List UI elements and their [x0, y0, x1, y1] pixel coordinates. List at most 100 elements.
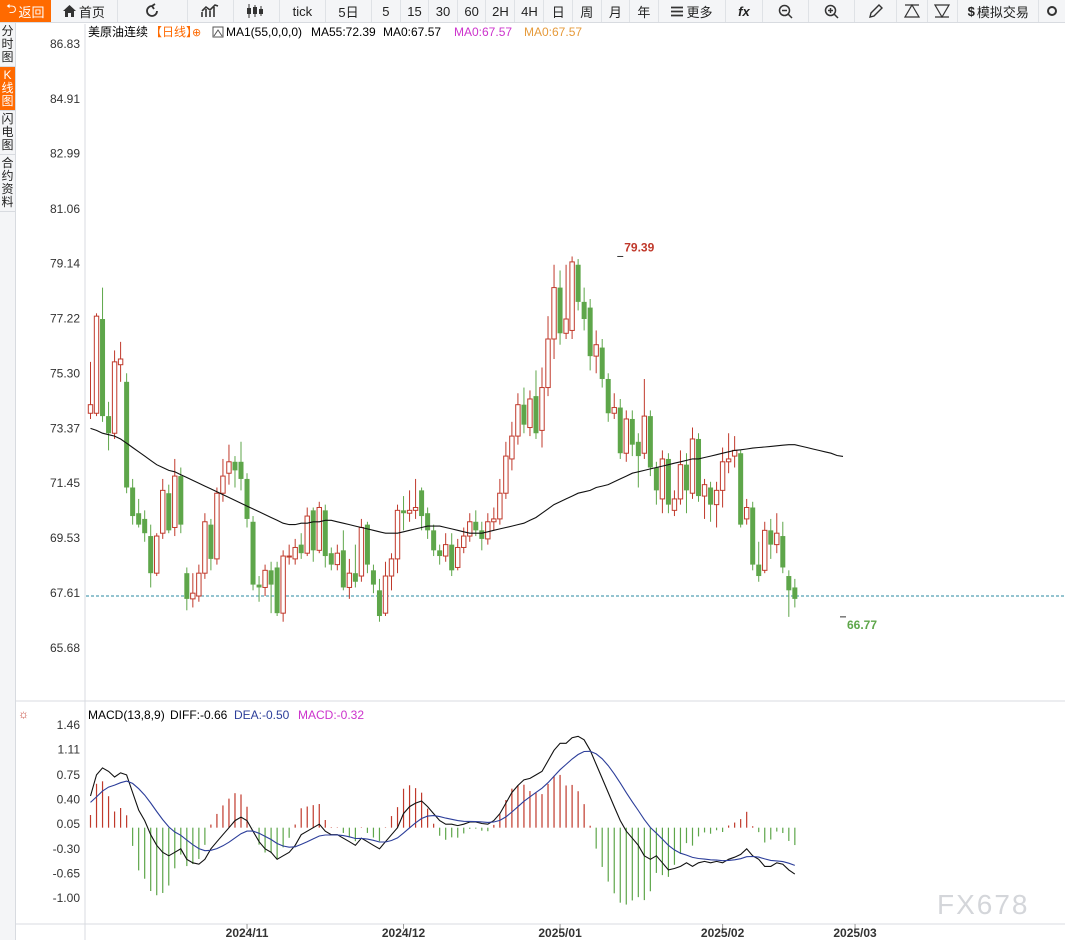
back-arrow-icon: ⮌ [6, 1, 17, 16]
candle-body [274, 567, 280, 614]
up-arrow-tool-button[interactable] [897, 0, 928, 22]
period-year-button[interactable]: 年 [630, 0, 659, 22]
tab-kline-chart[interactable]: K线图 [0, 67, 15, 111]
period-week-button[interactable]: 周 [573, 0, 602, 22]
candle-body [581, 301, 587, 320]
simulate-trade-button[interactable]: $ 模拟交易 [958, 0, 1040, 22]
period-day-button[interactable]: 日 [544, 0, 573, 22]
menu-icon [671, 6, 684, 16]
x-tick-label: 2025/01 [538, 926, 582, 940]
candle-body [268, 570, 274, 585]
main-y-tick-label: 84.91 [50, 92, 80, 106]
candle-body [768, 530, 774, 545]
candle-body [593, 344, 599, 357]
candle-body [154, 535, 160, 574]
back-button[interactable]: ⮌ 返回 [0, 0, 51, 22]
tab-flash-chart[interactable]: 闪电图 [0, 111, 15, 155]
candle-body [286, 555, 292, 558]
candle-body [136, 513, 142, 525]
home-button[interactable]: 首页 [51, 0, 119, 22]
zoom-out-button[interactable] [763, 0, 809, 22]
refresh-button[interactable] [118, 0, 188, 22]
macd-histogram [89, 774, 796, 905]
candle-body [467, 521, 473, 537]
candle-body [449, 544, 455, 571]
period-60-button[interactable]: 60 [458, 0, 487, 22]
candle-body [557, 287, 563, 334]
macd-y-tick-label: -0.30 [53, 842, 81, 856]
macd-lines [89, 735, 796, 875]
candle-body [437, 550, 443, 557]
settings-button[interactable] [1039, 0, 1065, 22]
candle-body [503, 455, 509, 494]
ma-indicator-icon[interactable] [212, 26, 224, 38]
main-y-tick-label: 77.22 [50, 311, 80, 325]
candle-body [419, 490, 425, 517]
tab-time-chart[interactable]: 分时图 [0, 23, 15, 67]
candle-body [527, 398, 533, 429]
candle-body [587, 307, 593, 357]
ma55-polyline [90, 427, 844, 534]
candle-body [647, 416, 653, 468]
candle-body [214, 492, 220, 560]
candle-body [497, 492, 503, 520]
legend-ma0-b: MA0:67.57 [454, 25, 512, 39]
candle-body [774, 532, 780, 546]
candle-body [172, 475, 178, 528]
tick-button[interactable]: tick [280, 0, 326, 22]
down-arrow-tool-button[interactable] [928, 0, 959, 22]
main-y-axis: 86.83 84.91 82.99 81.06 79.14 77.22 75.30 73.37… [50, 37, 80, 655]
candlestick-button[interactable] [234, 0, 280, 22]
tab-contract-info[interactable]: 合约资料 [0, 155, 15, 212]
candle-body [238, 461, 244, 479]
candle-body [671, 498, 678, 511]
more-button[interactable]: 更多 [659, 0, 727, 22]
period-30-button[interactable]: 30 [429, 0, 458, 22]
candle-body [425, 513, 431, 531]
candle-body [780, 536, 786, 568]
low-label: 66.77 [847, 618, 877, 632]
candle-body [479, 530, 485, 539]
settings-small-icon[interactable]: ⊕ [192, 27, 201, 39]
ma-indicator-glyph [213, 29, 223, 37]
chart-type-button[interactable] [188, 0, 234, 22]
triangle-up-icon [903, 4, 920, 18]
candle-body [316, 506, 322, 551]
period-15-button[interactable]: 15 [401, 0, 430, 22]
candle-body [111, 361, 118, 434]
macd-legend-dea: DEA:-0.50 [234, 708, 290, 722]
legend-ma55: MA55:72.39 [311, 25, 376, 39]
candle-body [340, 550, 346, 588]
zoom-in-button[interactable] [809, 0, 855, 22]
candle-body [696, 438, 702, 497]
macd-y-tick-label: 1.11 [58, 743, 81, 757]
candle-body [178, 476, 184, 525]
period-5d-button[interactable]: 5日 [326, 0, 373, 22]
sun-icon[interactable]: ☼ [18, 707, 29, 721]
candle-body [280, 555, 286, 614]
main-y-tick-label: 65.68 [50, 641, 80, 655]
legend-ma1: MA1(55,0,0,0) [226, 25, 302, 39]
draw-button[interactable] [855, 0, 898, 22]
candle-body [370, 570, 376, 585]
candle-body [575, 264, 581, 302]
candle-body [473, 521, 479, 531]
candle-body [196, 572, 202, 597]
candle-body [605, 378, 611, 414]
period-5-button[interactable]: 5 [372, 0, 401, 22]
candle-body [232, 461, 238, 471]
period-2h-button[interactable]: 2H [486, 0, 516, 22]
period-month-button[interactable]: 月 [602, 0, 631, 22]
formula-button[interactable]: fx [726, 0, 763, 22]
zoom-in-icon [824, 4, 839, 19]
zoom-out-icon [778, 4, 793, 19]
candle-body [719, 461, 726, 491]
period-4h-button[interactable]: 4H [515, 0, 545, 22]
candle-body [708, 487, 714, 505]
diff-line [89, 735, 796, 875]
candle-body [364, 524, 370, 565]
main-y-tick-label: 81.06 [50, 202, 80, 216]
candle-body [762, 529, 768, 571]
candle-body [244, 478, 250, 519]
